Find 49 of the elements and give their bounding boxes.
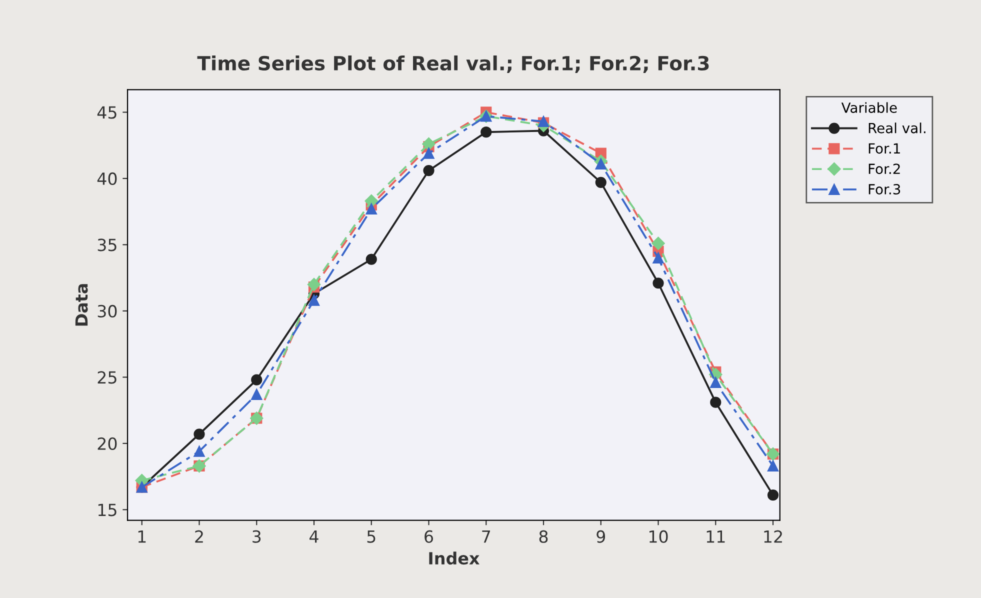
x-tick-label: 12	[764, 530, 782, 543]
point	[251, 388, 262, 400]
legend-label: For.2	[868, 164, 900, 174]
point	[652, 236, 665, 250]
point	[652, 252, 664, 264]
legend-label: Real val.	[868, 122, 926, 134]
y-axis-title: Data	[75, 284, 88, 326]
legend-label: For.1	[868, 143, 900, 154]
x-tick-label: 2	[195, 530, 203, 543]
x-tick-label: 1	[138, 530, 146, 543]
point	[595, 176, 606, 188]
x-tick-label: 4	[310, 530, 318, 543]
x-tick-label: 9	[596, 530, 606, 543]
point	[767, 460, 779, 472]
legend-title: Variable	[841, 102, 897, 113]
y-tick-label: 25	[98, 371, 116, 384]
x-tick-label: 3	[252, 530, 261, 543]
x-tick-label: 8	[539, 530, 548, 543]
point	[595, 158, 606, 170]
y-tick-label: 15	[98, 504, 116, 516]
chart-title: Time Series Plot of Real val.; For.1; For.2; For.3	[197, 55, 709, 74]
point	[194, 428, 205, 440]
point	[194, 446, 205, 457]
point	[652, 278, 664, 289]
point	[423, 164, 434, 176]
point	[710, 376, 722, 388]
x-tick-label: 7	[482, 530, 490, 543]
point	[307, 278, 321, 292]
point	[423, 148, 434, 159]
point	[366, 254, 377, 265]
point	[251, 374, 262, 386]
y-tick-label: 40	[97, 172, 117, 186]
x-tick-label: 5	[367, 530, 376, 543]
legend-label: For.3	[868, 184, 900, 194]
x-tick-label: 10	[649, 530, 668, 543]
x-tick-label: 11	[706, 530, 725, 543]
point	[710, 396, 722, 408]
point	[366, 203, 377, 214]
y-tick-label: 30	[98, 304, 117, 318]
point	[767, 490, 779, 501]
point	[422, 137, 436, 151]
y-tick-label: 35	[98, 238, 116, 252]
y-tick-label: 20	[98, 437, 117, 450]
x-tick-label: 6	[424, 530, 434, 543]
x-axis-title: Index	[429, 552, 480, 565]
point	[308, 294, 320, 306]
point	[364, 194, 378, 208]
point	[480, 126, 492, 138]
y-tick-label: 45	[97, 106, 116, 119]
